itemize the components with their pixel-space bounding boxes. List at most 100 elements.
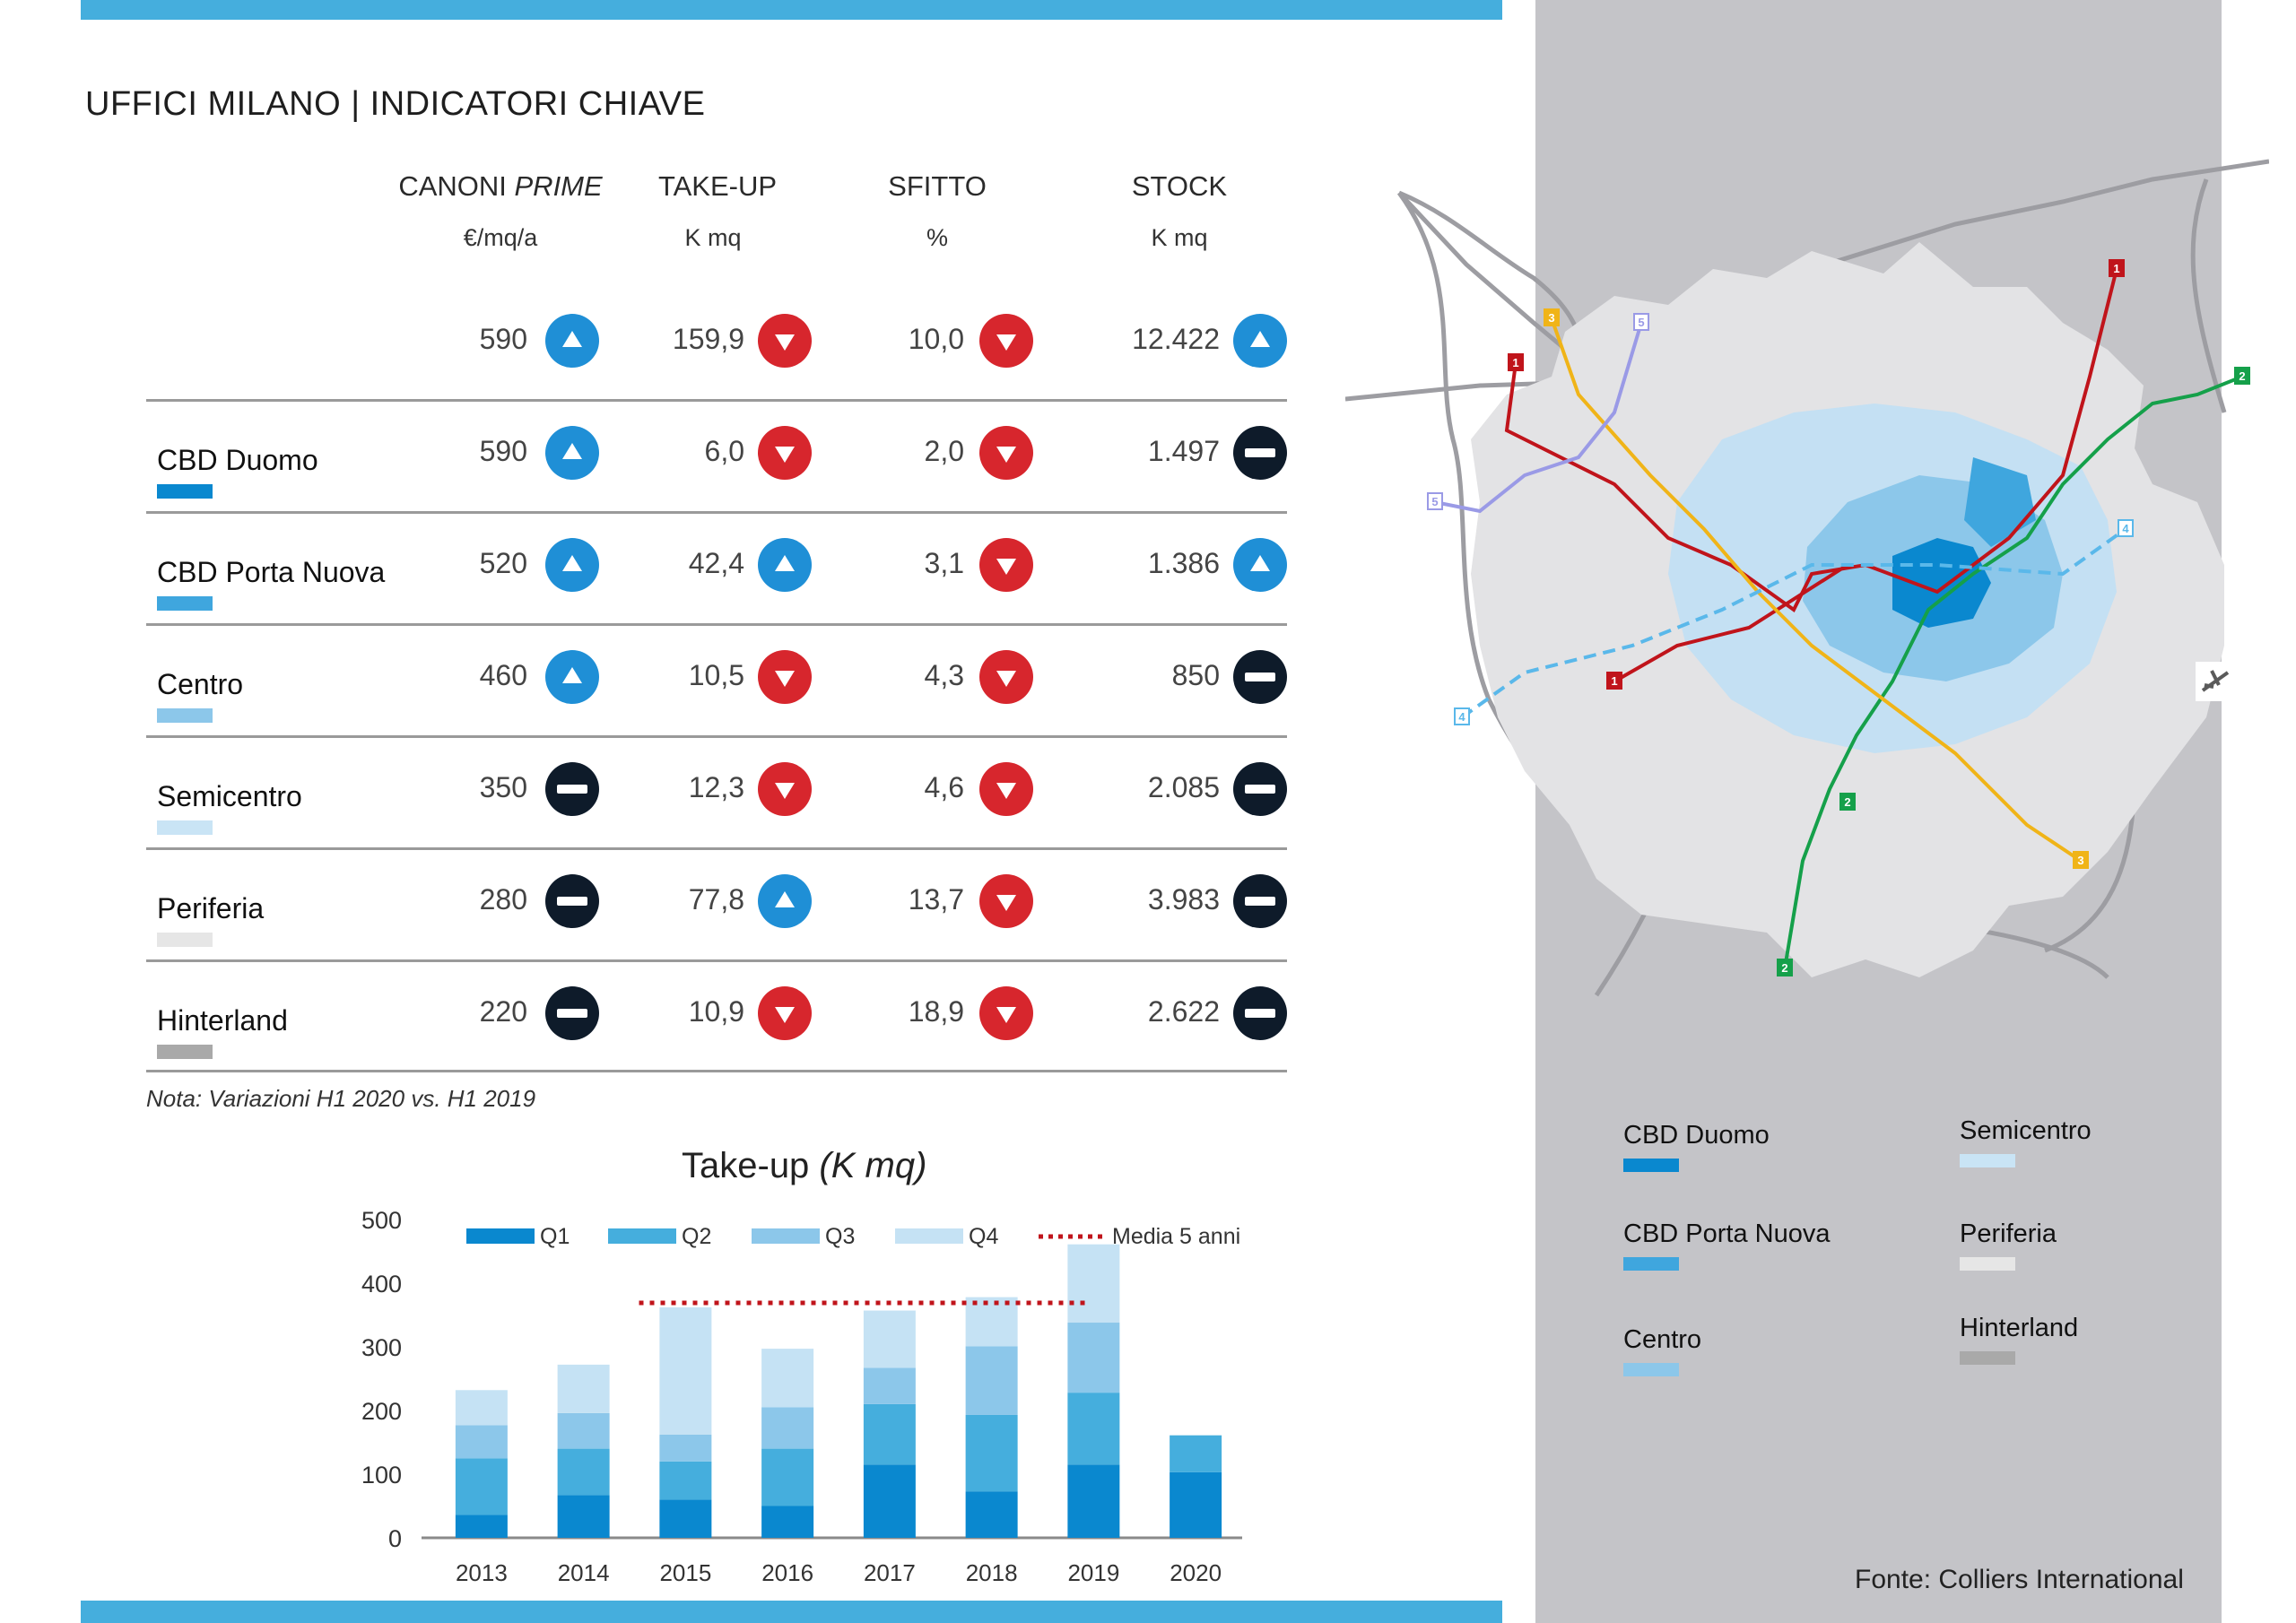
y-tick-label: 100: [361, 1462, 402, 1488]
table-value: 10,0: [908, 323, 964, 355]
bar-segment-q2: [659, 1461, 712, 1500]
table-value: 77,8: [688, 883, 744, 916]
y-tick-label: 0: [388, 1525, 402, 1552]
trend-stable-icon: [1233, 426, 1287, 480]
bar-segment-q4: [455, 1390, 508, 1426]
trend-up-icon: [1233, 314, 1287, 368]
row-separator: [146, 847, 1287, 850]
metro-badge: [1777, 959, 1793, 976]
row-separator: [146, 959, 1287, 962]
trend-stable-icon: [1233, 762, 1287, 816]
cbd-duomo-area: [1892, 538, 1991, 628]
metro-badge: [1427, 492, 1443, 510]
bar-segment-q4: [863, 1310, 916, 1368]
y-tick-label: 300: [361, 1334, 402, 1361]
row-separator: [146, 735, 1287, 738]
chart-title: Take-up (K mq): [682, 1146, 927, 1185]
bar-segment-q1: [1067, 1464, 1120, 1538]
metro-badge-label: 3: [1548, 311, 1554, 325]
metro-badge-label: 1: [1512, 356, 1518, 369]
trend-down-icon: [758, 314, 812, 368]
row-label: Periferia: [157, 892, 265, 924]
trend-stable-icon: [545, 874, 599, 928]
metro-badge: [1454, 707, 1470, 725]
legend-label: Media 5 anni: [1112, 1224, 1240, 1249]
x-tick-label: 2017: [864, 1559, 916, 1586]
x-tick-label: 2019: [1067, 1559, 1119, 1586]
bar-segment-q3: [557, 1412, 610, 1449]
x-tick-label: 2014: [558, 1559, 610, 1586]
table-value: 10,9: [688, 995, 744, 1028]
bar-segment-q2: [1067, 1393, 1120, 1465]
trend-stable-icon: [545, 986, 599, 1040]
row-label: CBD Duomo: [157, 444, 318, 476]
airport-icon: [2196, 662, 2235, 701]
trend-up-icon: [545, 650, 599, 704]
row-label: CBD Porta Nuova: [157, 556, 386, 588]
bar-segment-q2: [557, 1448, 610, 1496]
metro-line-2: [1783, 375, 2243, 969]
metro-badge-label: 2: [2239, 369, 2245, 383]
column-unit-takeup: K mq: [684, 224, 742, 251]
table-value: 6,0: [704, 435, 744, 467]
legend-label: Q2: [682, 1224, 711, 1249]
metro-line-3: [1550, 317, 2083, 863]
bar-segment-q4: [1067, 1244, 1120, 1324]
metro-badge-label: 2: [1781, 961, 1787, 975]
column-unit-sfitto: %: [926, 224, 948, 251]
table-value: 13,7: [908, 883, 964, 916]
row-label: Semicentro: [157, 780, 302, 812]
trend-down-icon: [758, 426, 812, 480]
table-note: Nota: Variazioni H1 2020 vs. H1 2019: [146, 1085, 536, 1112]
bar-segment-q4: [557, 1364, 610, 1413]
metro-badge-label: 4: [1458, 710, 1465, 724]
column-header-canoni: CANONI PRIME: [398, 170, 603, 202]
metro-badge-label: 1: [1611, 674, 1617, 688]
trend-down-icon: [979, 314, 1033, 368]
bar-segment-q1: [455, 1515, 508, 1538]
metro-badge: [1508, 353, 1524, 371]
map-legend-label: Semicentro: [1960, 1116, 2092, 1145]
x-tick-label: 2015: [659, 1559, 711, 1586]
legend-swatch-q4: [895, 1228, 963, 1244]
table-value: 42,4: [688, 547, 744, 579]
trend-down-icon: [979, 874, 1033, 928]
metro-badge-label: 3: [2077, 854, 2083, 867]
row-label: Hinterland: [157, 1004, 288, 1037]
table-value: 220: [479, 995, 527, 1028]
table-value: 590: [479, 435, 527, 467]
metro-badge: [1839, 793, 1856, 811]
row-color-swatch: [157, 596, 213, 611]
map-legend-label: Periferia: [1960, 1219, 2057, 1248]
table-value: 12,3: [688, 771, 744, 803]
bar-segment-q3: [659, 1434, 712, 1462]
map-legend-swatch: [1960, 1351, 2015, 1365]
metro-badge: [1633, 313, 1649, 331]
page-title: UFFICI MILANO | INDICATORI CHIAVE: [85, 85, 706, 123]
legend-swatch-q1: [466, 1228, 535, 1244]
row-separator: [146, 623, 1287, 626]
metro-badge-label: 2: [1844, 795, 1850, 809]
bar-segment-q4: [761, 1349, 814, 1408]
bar-segment-q3: [965, 1346, 1018, 1415]
bar-segment-q2: [761, 1448, 814, 1506]
legend-label: Q3: [825, 1224, 855, 1249]
map-legend-label: CBD Duomo: [1623, 1121, 1770, 1150]
bar-segment-q4: [659, 1306, 712, 1435]
trend-stable-icon: [1233, 650, 1287, 704]
table-value: 2,0: [924, 435, 964, 467]
metro-line-5: [1434, 322, 1643, 514]
trend-down-icon: [979, 426, 1033, 480]
x-tick-label: 2013: [456, 1559, 508, 1586]
porta-nuova-area: [1964, 457, 2036, 547]
metro-badge-label: 1: [2113, 262, 2119, 275]
row-separator: [146, 1070, 1287, 1072]
metro-line-1-branch: [1613, 563, 1849, 683]
bottom-accent-bar: [81, 1601, 1502, 1623]
bar-segment-q3: [863, 1367, 916, 1404]
table-value: 850: [1171, 659, 1220, 691]
metro-badge: [1606, 672, 1622, 690]
trend-down-icon: [758, 986, 812, 1040]
row-color-swatch: [157, 820, 213, 835]
bar-segment-q2: [965, 1414, 1018, 1492]
